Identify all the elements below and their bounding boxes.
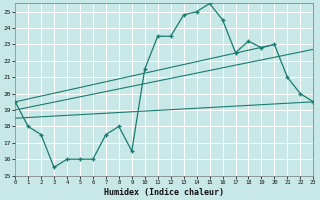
X-axis label: Humidex (Indice chaleur): Humidex (Indice chaleur) [104, 188, 224, 197]
